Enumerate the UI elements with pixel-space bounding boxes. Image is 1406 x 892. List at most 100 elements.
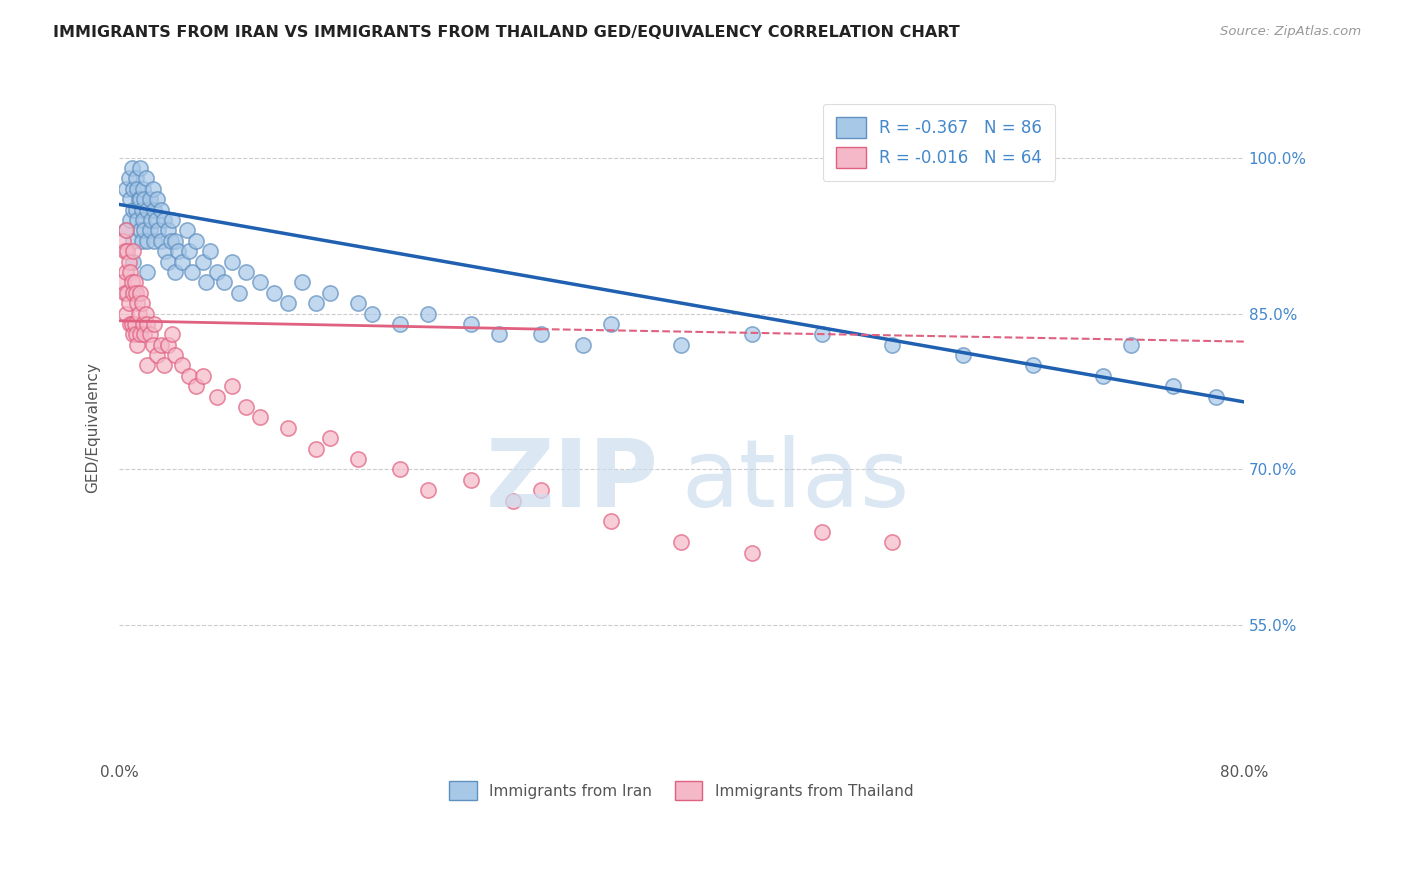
Point (136, 202, 159, 217)
Point (160, 234, 183, 248)
Y-axis label: GED/Equivalency: GED/Equivalency (86, 362, 100, 493)
Point (389, 317, 412, 331)
Point (132, 213, 155, 227)
Point (139, 223, 162, 237)
Point (214, 276, 236, 290)
Point (115, 223, 138, 237)
Point (418, 483, 440, 498)
Point (112, 276, 135, 290)
Point (1205, 390, 1227, 404)
Point (347, 452, 370, 467)
Point (114, 285, 136, 300)
Point (128, 306, 150, 320)
Point (132, 182, 155, 196)
Point (150, 202, 173, 217)
Point (127, 213, 149, 227)
Point (127, 182, 149, 196)
Text: ZIP: ZIP (486, 435, 659, 527)
Point (153, 359, 176, 373)
Point (741, 327, 763, 342)
Point (741, 545, 763, 559)
Point (157, 254, 180, 268)
Point (389, 462, 412, 476)
Point (134, 327, 156, 342)
Point (148, 223, 170, 237)
Point (1022, 359, 1045, 373)
Text: Source: ZipAtlas.com: Source: ZipAtlas.com (1220, 25, 1361, 38)
Point (121, 161, 143, 175)
Point (115, 223, 138, 237)
Point (129, 223, 152, 237)
Point (122, 285, 145, 300)
Point (134, 192, 156, 206)
Point (186, 379, 208, 393)
Point (127, 296, 149, 310)
Point (125, 202, 148, 217)
Point (135, 306, 157, 320)
Point (249, 410, 271, 425)
Point (305, 442, 328, 456)
Point (122, 254, 145, 268)
Point (572, 337, 595, 351)
Point (195, 276, 218, 290)
Point (131, 296, 153, 310)
Point (146, 348, 169, 362)
Point (115, 265, 138, 279)
Point (125, 327, 148, 342)
Point (600, 514, 623, 528)
Point (186, 234, 208, 248)
Point (124, 276, 146, 290)
Point (207, 265, 229, 279)
Point (157, 337, 180, 351)
Point (131, 202, 153, 217)
Point (153, 213, 176, 227)
Point (530, 483, 553, 498)
Point (193, 368, 215, 383)
Point (150, 337, 173, 351)
Point (139, 192, 162, 206)
Point (319, 285, 342, 300)
Point (129, 327, 152, 342)
Point (136, 317, 159, 331)
Point (165, 234, 187, 248)
Point (118, 171, 141, 186)
Point (162, 327, 184, 342)
Point (221, 254, 243, 268)
Point (172, 254, 194, 268)
Point (221, 379, 243, 393)
Point (347, 296, 370, 310)
Point (122, 327, 145, 342)
Point (145, 213, 167, 227)
Point (121, 317, 143, 331)
Point (134, 223, 156, 237)
Point (200, 244, 222, 259)
Point (165, 265, 187, 279)
Point (249, 276, 271, 290)
Point (142, 182, 165, 196)
Point (117, 244, 139, 259)
Point (122, 182, 145, 196)
Point (127, 337, 149, 351)
Point (115, 306, 138, 320)
Point (179, 244, 201, 259)
Point (142, 337, 165, 351)
Point (120, 192, 142, 206)
Point (1092, 368, 1115, 383)
Point (117, 285, 139, 300)
Point (136, 265, 159, 279)
Point (488, 327, 510, 342)
Point (167, 244, 190, 259)
Point (129, 192, 152, 206)
Point (129, 161, 152, 175)
Point (235, 265, 257, 279)
Point (172, 359, 194, 373)
Text: atlas: atlas (682, 435, 910, 527)
Point (319, 431, 342, 445)
Point (132, 317, 155, 331)
Point (179, 368, 201, 383)
Point (131, 234, 153, 248)
Point (112, 234, 135, 248)
Point (135, 171, 157, 186)
Point (361, 306, 384, 320)
Point (671, 337, 693, 351)
